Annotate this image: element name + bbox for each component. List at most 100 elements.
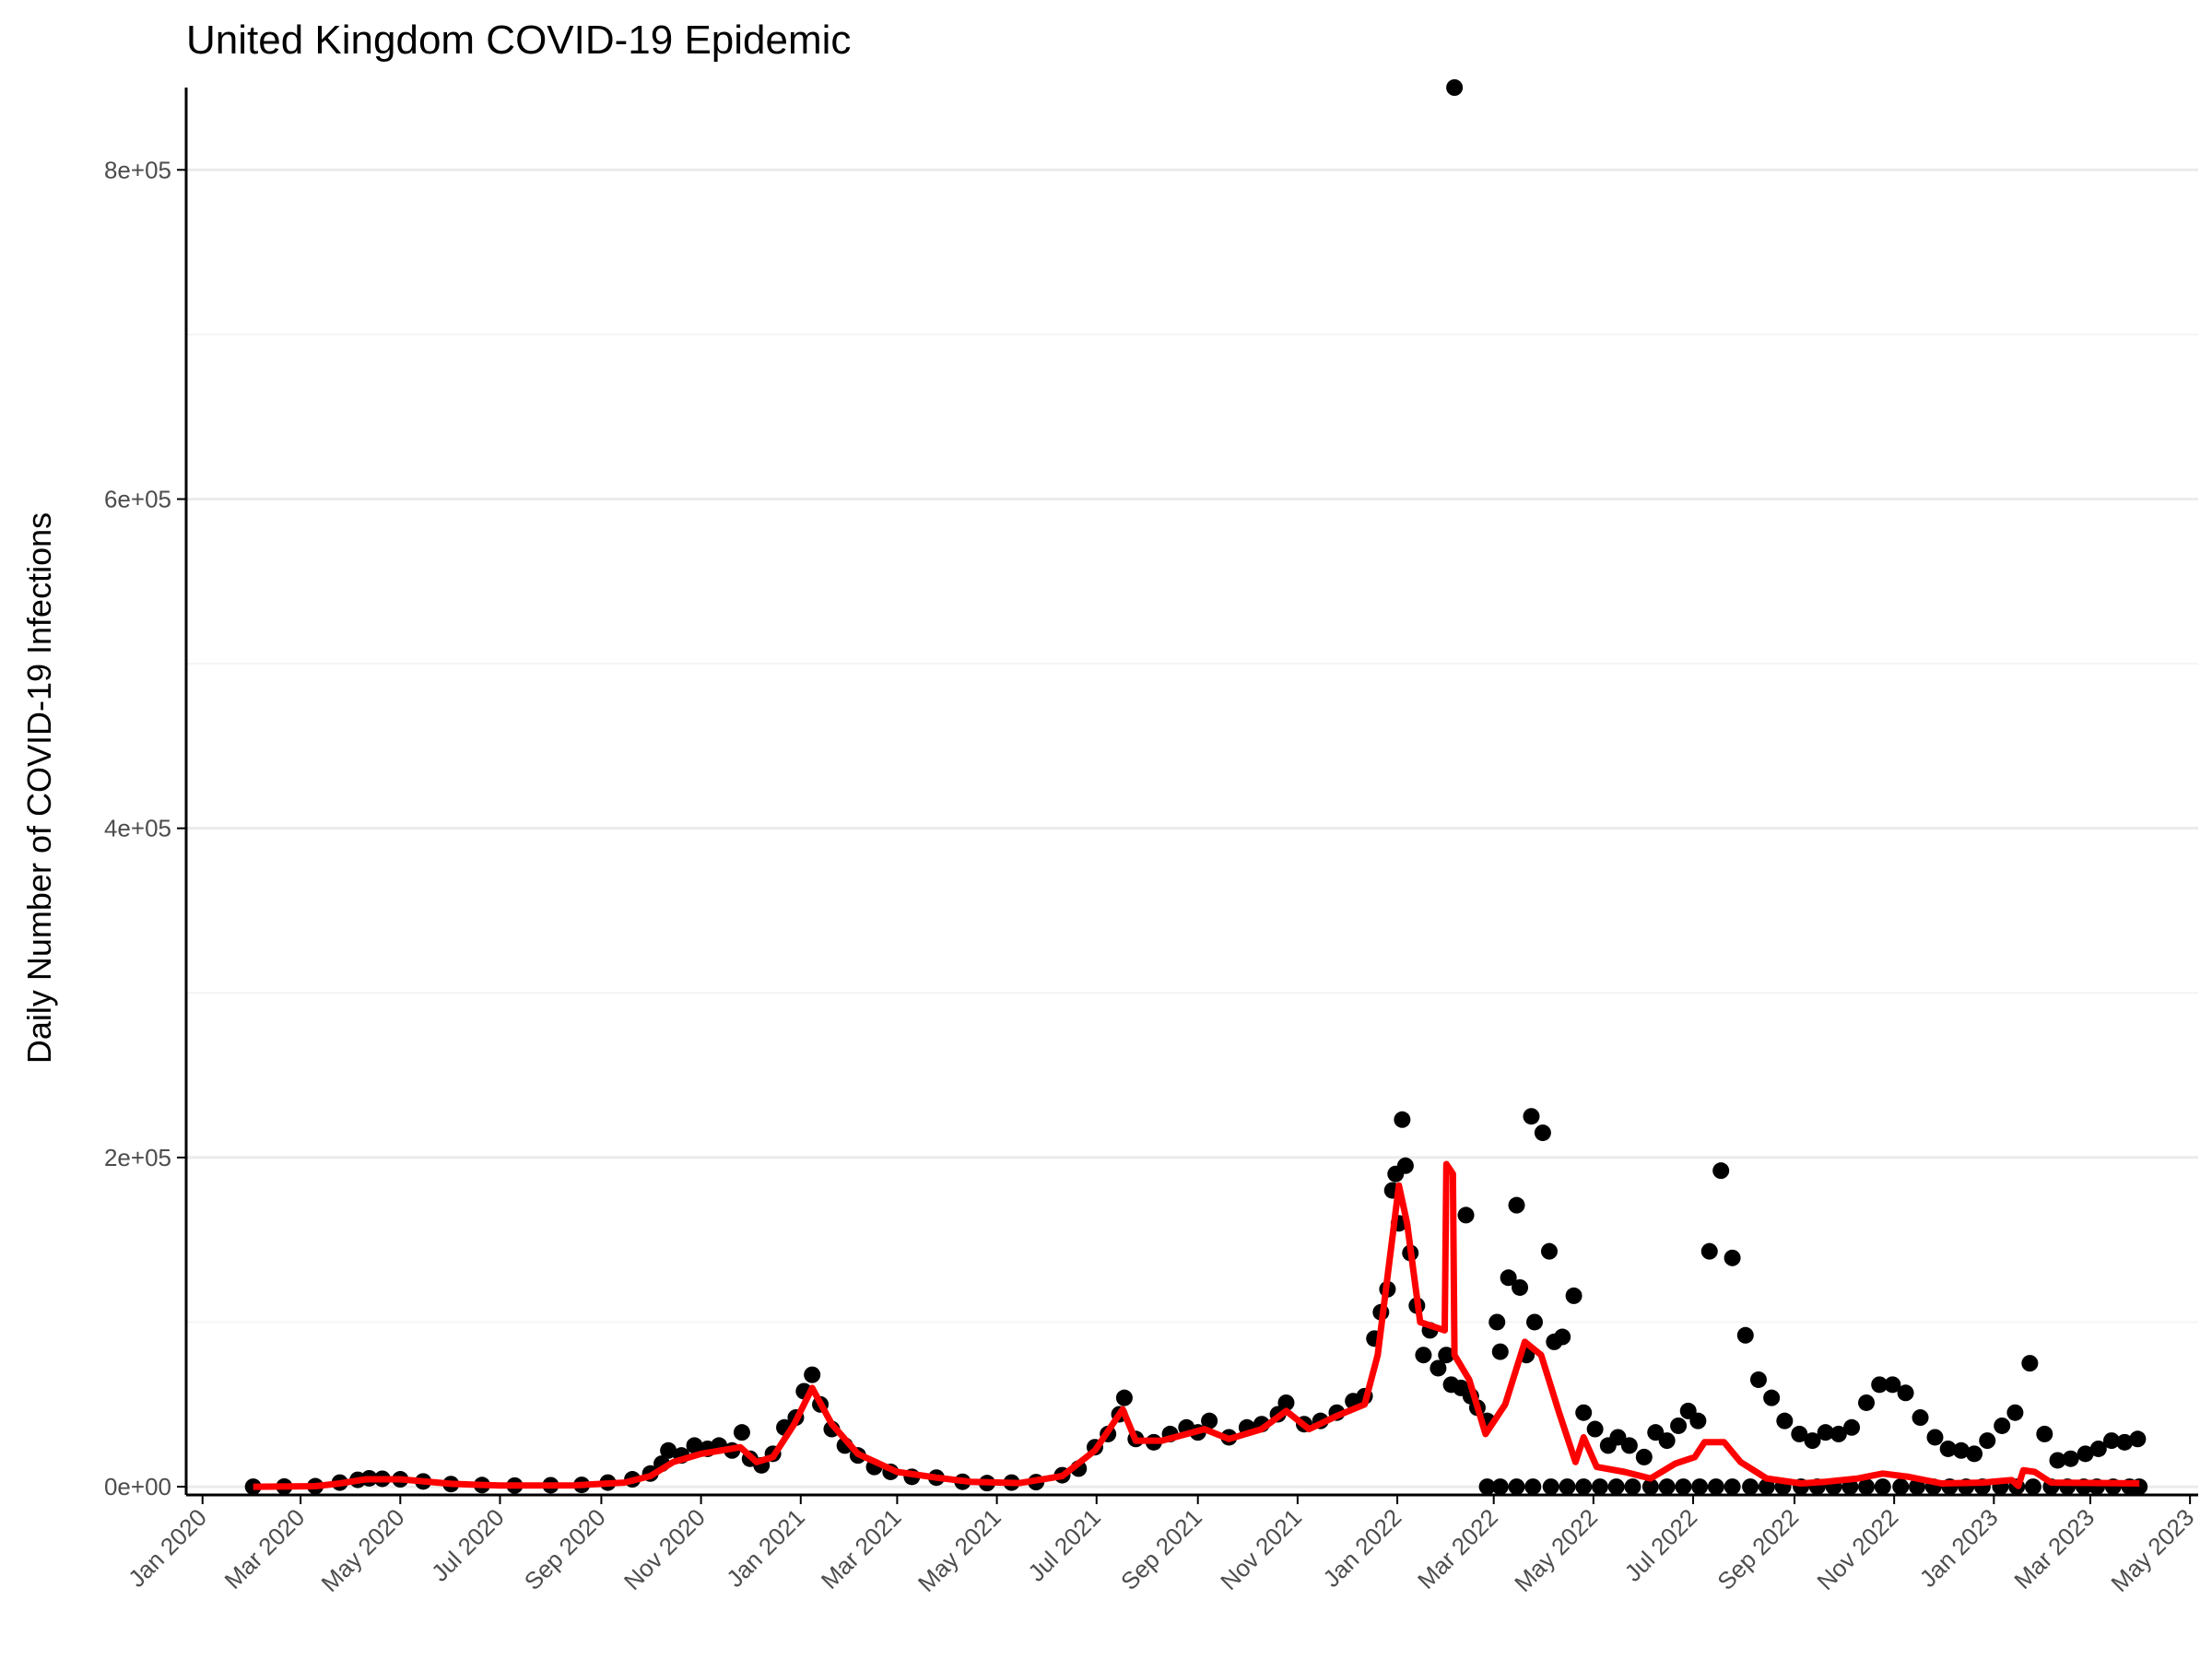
data-point xyxy=(1817,1424,1834,1441)
data-point xyxy=(1749,1371,1767,1388)
data-point xyxy=(1488,1313,1506,1331)
data-point xyxy=(1491,1343,1509,1360)
data-point xyxy=(1624,1478,1641,1496)
data-point xyxy=(1457,1206,1475,1224)
x-tick-label: Nov 2020 xyxy=(618,1503,711,1595)
x-tick-label: Jul 2021 xyxy=(1022,1503,1106,1587)
y-tick-label: 8e+05 xyxy=(104,156,171,183)
y-tick-label: 0e+00 xyxy=(104,1473,171,1500)
data-point xyxy=(2006,1404,2024,1421)
data-point xyxy=(1575,1478,1593,1496)
data-point xyxy=(1892,1478,1910,1496)
x-tick-label: Mar 2021 xyxy=(816,1503,907,1594)
smoothed-trend-line xyxy=(253,1160,2140,1490)
x-tick-label: Jul 2020 xyxy=(426,1503,510,1587)
data-point xyxy=(1591,1478,1608,1496)
data-point xyxy=(2024,1478,2041,1496)
data-point xyxy=(1491,1478,1509,1496)
data-point xyxy=(1763,1389,1781,1406)
data-point xyxy=(1871,1376,1888,1394)
x-tick-label: Sep 2021 xyxy=(1115,1503,1207,1595)
y-tick-label: 6e+05 xyxy=(104,485,171,512)
y-axis-title: Daily Number of COVID-19 Infections xyxy=(20,512,58,1064)
data-point xyxy=(1689,1412,1707,1430)
data-point xyxy=(2103,1432,2121,1450)
data-points xyxy=(244,79,2148,1496)
data-point xyxy=(1712,1162,1730,1180)
data-point xyxy=(804,1366,821,1383)
data-point xyxy=(1874,1478,1891,1496)
data-point xyxy=(1508,1478,1525,1496)
data-point xyxy=(1554,1328,1571,1346)
y-tick-label: 4e+05 xyxy=(104,815,171,842)
data-point xyxy=(1724,1478,1741,1496)
data-point xyxy=(2062,1450,2079,1467)
data-point xyxy=(2089,1440,2107,1457)
x-tick-label: May 2022 xyxy=(1509,1503,1603,1597)
x-tick-label: Sep 2020 xyxy=(519,1503,611,1595)
data-point xyxy=(1858,1394,1876,1411)
data-point xyxy=(1508,1196,1525,1214)
x-tick-label: Jan 2023 xyxy=(1914,1503,2004,1593)
data-point xyxy=(1776,1412,1794,1430)
data-point xyxy=(1724,1249,1741,1266)
data-point xyxy=(1700,1242,1718,1260)
data-point xyxy=(2049,1452,2066,1469)
data-point xyxy=(1742,1478,1759,1496)
data-point xyxy=(1707,1478,1724,1496)
data-point xyxy=(1277,1394,1295,1411)
data-point xyxy=(1926,1429,1944,1446)
x-tick-label: Mar 2020 xyxy=(218,1503,310,1594)
x-tick-label: May 2023 xyxy=(2105,1503,2199,1597)
data-point xyxy=(1512,1278,1529,1296)
trend-line-group xyxy=(253,1160,2140,1490)
data-point xyxy=(1791,1425,1808,1442)
data-point xyxy=(1966,1445,1983,1463)
x-tick-label: Mar 2022 xyxy=(1412,1503,1503,1594)
data-point xyxy=(1830,1425,1847,1442)
data-point xyxy=(1394,1111,1411,1128)
data-point xyxy=(1884,1376,1901,1394)
data-point xyxy=(1523,1108,1540,1125)
data-point xyxy=(1609,1429,1627,1446)
grid-lines xyxy=(186,168,2198,1488)
data-point xyxy=(2021,1355,2039,1372)
y-tick-label: 2e+05 xyxy=(104,1144,171,1171)
data-point xyxy=(1858,1478,1876,1496)
x-tick-label: Jul 2022 xyxy=(1619,1503,1703,1587)
data-point xyxy=(1675,1478,1692,1496)
data-point xyxy=(1396,1157,1414,1174)
data-point xyxy=(2129,1430,2147,1448)
x-tick-label: Jan 2020 xyxy=(123,1503,212,1593)
data-point xyxy=(1912,1409,1929,1427)
data-point xyxy=(1994,1417,2011,1434)
data-point xyxy=(2077,1445,2094,1463)
x-tick-label: May 2020 xyxy=(316,1503,410,1597)
x-tick-label: Nov 2022 xyxy=(1811,1503,1903,1595)
x-tick-label: May 2021 xyxy=(912,1503,1006,1597)
data-point xyxy=(1979,1432,1996,1450)
x-tick-label: Mar 2023 xyxy=(2008,1503,2100,1594)
x-tick-label: Sep 2022 xyxy=(1712,1503,1804,1595)
data-point xyxy=(686,1437,703,1454)
data-point xyxy=(1736,1326,1754,1344)
data-point xyxy=(1658,1478,1676,1496)
data-point xyxy=(1115,1389,1133,1406)
data-point xyxy=(1620,1437,1638,1454)
data-point xyxy=(1939,1440,1957,1457)
data-point xyxy=(1540,1242,1558,1260)
data-point xyxy=(1534,1124,1551,1142)
data-point xyxy=(1691,1478,1709,1496)
data-point xyxy=(1647,1424,1665,1441)
data-point xyxy=(2116,1433,2134,1451)
data-point xyxy=(1438,1347,1455,1364)
data-point xyxy=(1641,1478,1659,1496)
data-point xyxy=(1897,1384,1914,1402)
data-point xyxy=(1670,1417,1688,1434)
data-point xyxy=(1446,79,1464,96)
data-point xyxy=(733,1424,750,1441)
data-point xyxy=(1201,1412,1218,1430)
